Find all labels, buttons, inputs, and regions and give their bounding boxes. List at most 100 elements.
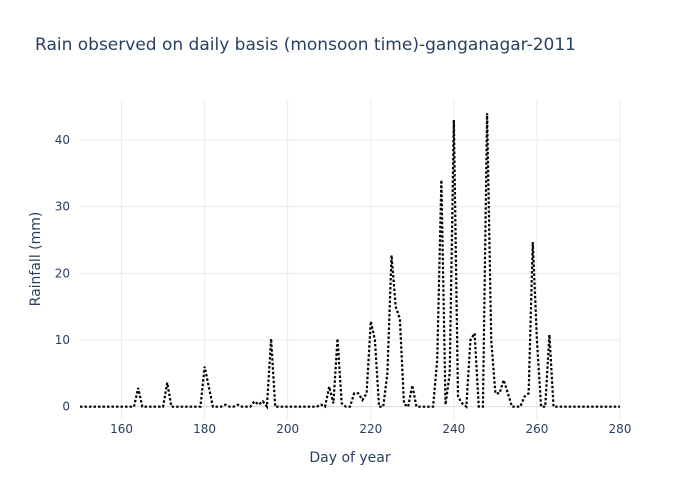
data-point (544, 405, 546, 407)
data-point (424, 405, 426, 407)
x-axis-ticks: 160 180 200 220 240 260 280 (110, 422, 631, 436)
data-point (619, 405, 621, 407)
data-point (183, 405, 185, 407)
data-point (469, 339, 471, 341)
data-point (232, 405, 234, 407)
data-point (353, 392, 355, 394)
data-point (137, 387, 139, 389)
data-point (428, 405, 430, 407)
data-point (286, 405, 288, 407)
x-tick-label: 220 (359, 422, 382, 436)
data-point (120, 405, 122, 407)
data-point (270, 337, 272, 339)
data-point (365, 392, 367, 394)
data-point (606, 405, 608, 407)
data-point (507, 392, 509, 394)
data-point (220, 405, 222, 407)
data-point (257, 403, 259, 405)
data-point (444, 403, 446, 405)
data-point (565, 405, 567, 407)
data-point (394, 305, 396, 307)
y-tick-label: 40 (55, 133, 70, 147)
x-tick-label: 180 (193, 422, 216, 436)
data-point (332, 402, 334, 404)
y-axis-ticks: 0 10 20 30 40 (55, 133, 70, 414)
data-point (386, 372, 388, 374)
data-point (415, 405, 417, 407)
data-point (336, 337, 338, 339)
data-point (594, 405, 596, 407)
data-point (216, 405, 218, 407)
data-point (83, 405, 85, 407)
data-point (133, 405, 135, 407)
data-point (590, 405, 592, 407)
data-point (610, 405, 612, 407)
data-point (316, 405, 318, 407)
data-point (291, 405, 293, 407)
data-point (195, 405, 197, 407)
data-point (87, 405, 89, 407)
data-point (486, 112, 488, 114)
data-point (79, 405, 81, 407)
data-point (378, 405, 380, 407)
data-point (170, 405, 172, 407)
data-point (95, 405, 97, 407)
data-point (145, 405, 147, 407)
data-point (552, 405, 554, 407)
data-point (581, 405, 583, 407)
data-point (382, 405, 384, 407)
data-point (178, 405, 180, 407)
data-point (511, 405, 513, 407)
data-points (79, 112, 621, 408)
data-point (187, 405, 189, 407)
data-point (166, 381, 168, 383)
data-point (149, 405, 151, 407)
data-point (208, 385, 210, 387)
data-point (361, 399, 363, 401)
data-point (274, 405, 276, 407)
y-tick-label: 10 (55, 333, 70, 347)
chart-title: Rain observed on daily basis (monsoon ti… (35, 35, 576, 55)
data-point (615, 405, 617, 407)
data-point (100, 405, 102, 407)
data-point (203, 365, 205, 367)
data-point (453, 119, 455, 121)
data-point (411, 384, 413, 386)
data-point (548, 333, 550, 335)
data-point (199, 405, 201, 407)
x-tick-label: 160 (110, 422, 133, 436)
data-point (556, 405, 558, 407)
data-point (370, 320, 372, 322)
data-point (328, 385, 330, 387)
data-point (112, 405, 114, 407)
data-point (357, 392, 359, 394)
data-point (245, 405, 247, 407)
y-tick-label: 30 (55, 200, 70, 214)
x-tick-label: 260 (525, 422, 548, 436)
data-point (278, 405, 280, 407)
data-point (91, 405, 93, 407)
data-point (282, 405, 284, 407)
data-point (241, 405, 243, 407)
data-point (295, 405, 297, 407)
data-point (307, 405, 309, 407)
data-point (262, 400, 264, 402)
data-point (224, 403, 226, 405)
data-point (340, 402, 342, 404)
data-point (419, 405, 421, 407)
data-point (311, 405, 313, 407)
data-point (124, 405, 126, 407)
data-point (320, 403, 322, 405)
data-point (536, 339, 538, 341)
data-point (374, 339, 376, 341)
data-point (253, 400, 255, 402)
gridlines (80, 100, 621, 420)
data-point (399, 317, 401, 319)
x-tick-label: 280 (609, 422, 632, 436)
data-point (162, 405, 164, 407)
data-point (407, 405, 409, 407)
data-point (158, 405, 160, 407)
y-tick-label: 20 (55, 266, 70, 280)
data-point (448, 372, 450, 374)
data-point (324, 405, 326, 407)
